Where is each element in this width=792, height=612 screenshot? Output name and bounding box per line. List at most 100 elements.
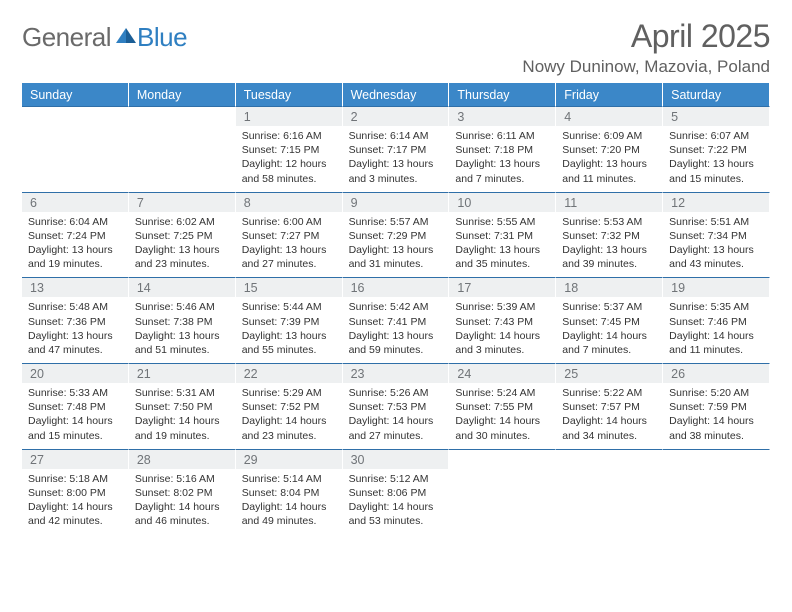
sunrise-line: Sunrise: 5:14 AM [242,472,336,486]
sunrise-line: Sunrise: 5:39 AM [455,300,549,314]
sunset-line: Sunset: 7:53 PM [349,400,443,414]
sunset-line: Sunset: 7:15 PM [242,143,336,157]
daylight-line: Daylight: 14 hours and 19 minutes. [135,414,229,442]
daylight-line: Daylight: 14 hours and 53 minutes. [349,500,443,528]
sunrise-line: Sunrise: 6:11 AM [455,129,549,143]
day-cell: Sunrise: 5:44 AMSunset: 7:39 PMDaylight:… [236,297,343,363]
day-cell: Sunrise: 5:22 AMSunset: 7:57 PMDaylight:… [556,383,663,449]
sunrise-line: Sunrise: 5:20 AM [669,386,763,400]
sunset-line: Sunset: 7:36 PM [28,315,122,329]
daylight-line: Daylight: 14 hours and 3 minutes. [455,329,549,357]
daylight-line: Daylight: 14 hours and 34 minutes. [562,414,656,442]
sunset-line: Sunset: 8:06 PM [349,486,443,500]
sunset-line: Sunset: 7:41 PM [349,315,443,329]
daylight-line: Daylight: 13 hours and 43 minutes. [669,243,763,271]
sunrise-line: Sunrise: 5:53 AM [562,215,656,229]
sunset-line: Sunset: 7:48 PM [28,400,122,414]
sunset-line: Sunset: 7:24 PM [28,229,122,243]
daylight-line: Daylight: 13 hours and 15 minutes. [669,157,763,185]
daylight-line: Daylight: 14 hours and 42 minutes. [28,500,122,528]
weekday-header: Tuesday [236,83,343,106]
day-number: 7 [129,192,236,212]
day-cell: Sunrise: 5:33 AMSunset: 7:48 PMDaylight:… [22,383,129,449]
daylight-line: Daylight: 14 hours and 46 minutes. [135,500,229,528]
day-number-empty [556,449,663,469]
day-cell: Sunrise: 5:35 AMSunset: 7:46 PMDaylight:… [663,297,770,363]
brand-word-blue: Blue [137,22,187,53]
sunrise-line: Sunrise: 6:02 AM [135,215,229,229]
sunrise-line: Sunrise: 5:44 AM [242,300,336,314]
day-number: 14 [129,277,236,297]
daylight-line: Daylight: 12 hours and 58 minutes. [242,157,336,185]
sunrise-line: Sunrise: 5:24 AM [455,386,549,400]
day-number: 17 [449,277,556,297]
calendar-grid: SundayMondayTuesdayWednesdayThursdayFrid… [22,83,770,534]
sunset-line: Sunset: 7:17 PM [349,143,443,157]
sunrise-line: Sunrise: 5:46 AM [135,300,229,314]
day-cell: Sunrise: 5:37 AMSunset: 7:45 PMDaylight:… [556,297,663,363]
sunset-line: Sunset: 7:38 PM [135,315,229,329]
weekday-header: Sunday [22,83,129,106]
daylight-line: Daylight: 14 hours and 30 minutes. [455,414,549,442]
day-number: 20 [22,363,129,383]
sunrise-line: Sunrise: 5:48 AM [28,300,122,314]
day-cell: Sunrise: 5:26 AMSunset: 7:53 PMDaylight:… [343,383,450,449]
daylight-line: Daylight: 13 hours and 51 minutes. [135,329,229,357]
day-cell: Sunrise: 6:11 AMSunset: 7:18 PMDaylight:… [449,126,556,192]
daylight-line: Daylight: 14 hours and 38 minutes. [669,414,763,442]
sunrise-line: Sunrise: 5:37 AM [562,300,656,314]
day-number: 4 [556,106,663,126]
sunrise-line: Sunrise: 5:51 AM [669,215,763,229]
day-number: 11 [556,192,663,212]
sunset-line: Sunset: 7:39 PM [242,315,336,329]
day-number: 26 [663,363,770,383]
sunset-line: Sunset: 7:22 PM [669,143,763,157]
day-cell: Sunrise: 5:16 AMSunset: 8:02 PMDaylight:… [129,469,236,535]
day-cell: Sunrise: 6:02 AMSunset: 7:25 PMDaylight:… [129,212,236,278]
day-number: 29 [236,449,343,469]
sunrise-line: Sunrise: 5:29 AM [242,386,336,400]
sunset-line: Sunset: 7:59 PM [669,400,763,414]
day-cell: Sunrise: 5:14 AMSunset: 8:04 PMDaylight:… [236,469,343,535]
sunset-line: Sunset: 7:43 PM [455,315,549,329]
day-number: 9 [343,192,450,212]
sunset-line: Sunset: 7:57 PM [562,400,656,414]
day-cell: Sunrise: 6:14 AMSunset: 7:17 PMDaylight:… [343,126,450,192]
sunset-line: Sunset: 7:32 PM [562,229,656,243]
weekday-header: Friday [556,83,663,106]
sunset-line: Sunset: 7:25 PM [135,229,229,243]
day-number: 10 [449,192,556,212]
sunrise-line: Sunrise: 6:09 AM [562,129,656,143]
day-cell: Sunrise: 5:51 AMSunset: 7:34 PMDaylight:… [663,212,770,278]
day-cell: Sunrise: 5:18 AMSunset: 8:00 PMDaylight:… [22,469,129,535]
day-number: 22 [236,363,343,383]
day-cell: Sunrise: 5:31 AMSunset: 7:50 PMDaylight:… [129,383,236,449]
day-cell: Sunrise: 6:09 AMSunset: 7:20 PMDaylight:… [556,126,663,192]
daylight-line: Daylight: 13 hours and 11 minutes. [562,157,656,185]
sunrise-line: Sunrise: 6:14 AM [349,129,443,143]
daylight-line: Daylight: 13 hours and 23 minutes. [135,243,229,271]
day-number: 3 [449,106,556,126]
daylight-line: Daylight: 14 hours and 15 minutes. [28,414,122,442]
sunrise-line: Sunrise: 5:18 AM [28,472,122,486]
sunrise-line: Sunrise: 5:12 AM [349,472,443,486]
day-number-empty [22,106,129,126]
day-cell: Sunrise: 6:00 AMSunset: 7:27 PMDaylight:… [236,212,343,278]
daylight-line: Daylight: 13 hours and 47 minutes. [28,329,122,357]
sunset-line: Sunset: 7:52 PM [242,400,336,414]
day-number: 25 [556,363,663,383]
sunset-line: Sunset: 7:34 PM [669,229,763,243]
sunset-line: Sunset: 8:00 PM [28,486,122,500]
weekday-header: Thursday [449,83,556,106]
header: General Blue April 2025 Nowy Duninow, Ma… [22,18,770,77]
daylight-line: Daylight: 13 hours and 3 minutes. [349,157,443,185]
sunrise-line: Sunrise: 6:04 AM [28,215,122,229]
sunset-line: Sunset: 7:31 PM [455,229,549,243]
sunset-line: Sunset: 8:02 PM [135,486,229,500]
sunrise-line: Sunrise: 5:31 AM [135,386,229,400]
sunrise-line: Sunrise: 5:33 AM [28,386,122,400]
weekday-header: Saturday [663,83,770,106]
day-number: 30 [343,449,450,469]
day-number: 12 [663,192,770,212]
day-number: 19 [663,277,770,297]
